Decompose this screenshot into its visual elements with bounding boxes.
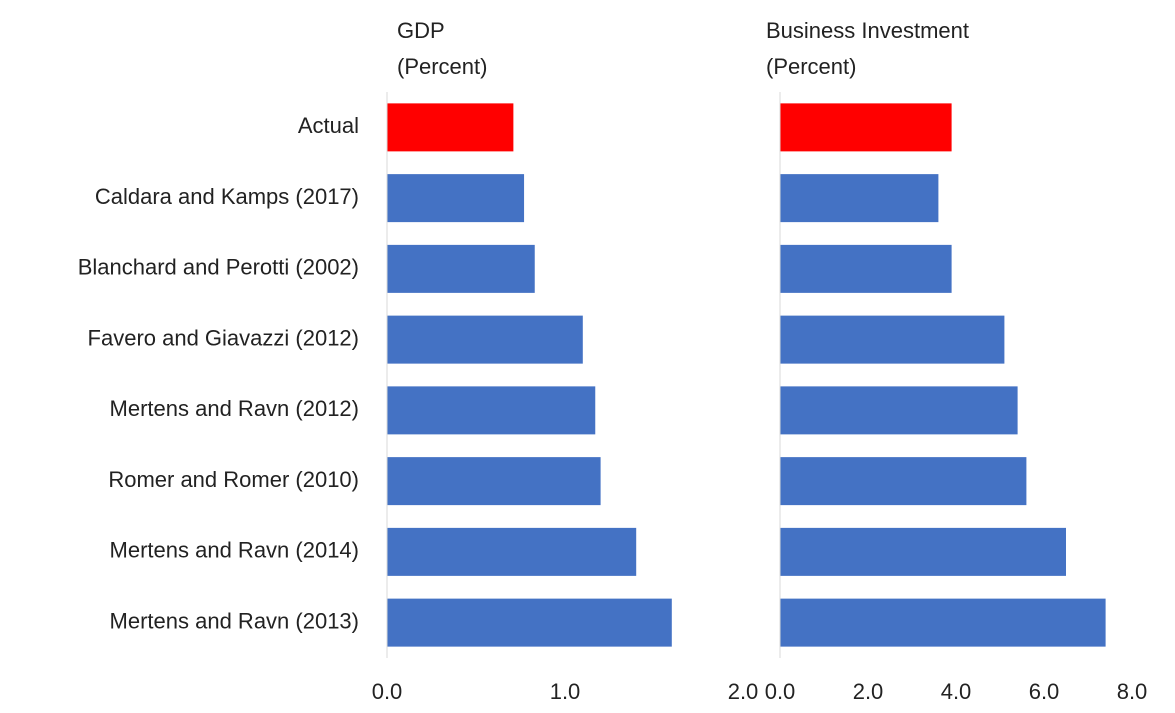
bar xyxy=(387,457,601,506)
bar xyxy=(780,103,952,152)
y-tick-label: Mertens and Ravn (2012) xyxy=(110,396,359,421)
x-tick-label: 0.0 xyxy=(372,679,403,704)
y-tick-label: Mertens and Ravn (2013) xyxy=(110,608,359,633)
x-tick-label: 8.0 xyxy=(1117,679,1148,704)
y-tick-label: Romer and Romer (2010) xyxy=(108,467,359,492)
bar xyxy=(780,244,952,293)
y-tick-label: Blanchard and Perotti (2002) xyxy=(78,255,359,280)
chart-title: (Percent) xyxy=(397,54,487,79)
bar xyxy=(780,174,939,223)
y-tick-label: Mertens and Ravn (2014) xyxy=(110,538,359,563)
chart-title: GDP xyxy=(397,18,445,43)
chart-title: Business Investment xyxy=(766,18,969,43)
bar xyxy=(780,315,1005,364)
x-tick-label: 0.0 xyxy=(765,679,796,704)
bar xyxy=(387,244,535,293)
chart-title: (Percent) xyxy=(766,54,856,79)
bar xyxy=(387,386,596,435)
bar xyxy=(387,527,637,576)
x-tick-label: 4.0 xyxy=(941,679,972,704)
bar xyxy=(387,598,672,647)
bar xyxy=(780,527,1066,576)
bar xyxy=(387,315,583,364)
bar xyxy=(387,103,514,152)
bar xyxy=(387,174,525,223)
bar xyxy=(780,457,1027,506)
bar xyxy=(780,598,1106,647)
x-tick-label: 2.0 xyxy=(728,679,759,704)
x-tick-label: 2.0 xyxy=(853,679,884,704)
x-tick-label: 6.0 xyxy=(1029,679,1060,704)
y-tick-label: Favero and Giavazzi (2012) xyxy=(88,325,359,350)
y-tick-label: Actual xyxy=(298,113,359,138)
y-tick-label: Caldara and Kamps (2017) xyxy=(95,184,359,209)
x-tick-label: 1.0 xyxy=(550,679,581,704)
bar xyxy=(780,386,1018,435)
